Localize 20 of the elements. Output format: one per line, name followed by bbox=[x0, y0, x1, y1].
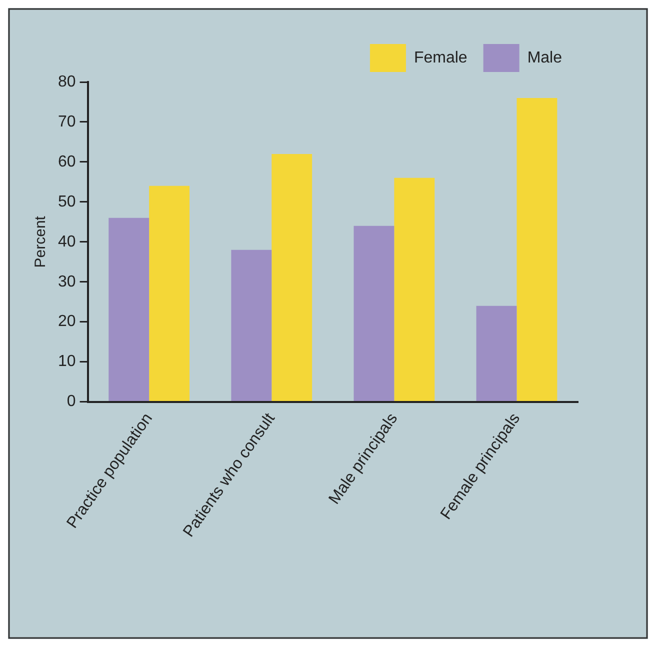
y-tick-label: 40 bbox=[58, 233, 76, 250]
y-tick-label: 10 bbox=[58, 353, 76, 370]
y-tick-label: 50 bbox=[58, 193, 76, 210]
y-tick-label: 0 bbox=[66, 393, 76, 410]
y-tick-label: 20 bbox=[58, 313, 76, 330]
y-tick-label: 80 bbox=[58, 73, 76, 90]
bar bbox=[149, 186, 190, 402]
bar bbox=[108, 218, 150, 402]
bar bbox=[272, 154, 312, 402]
bar bbox=[516, 98, 558, 402]
bar bbox=[394, 178, 435, 402]
legend-label: Female bbox=[414, 49, 468, 66]
bar bbox=[354, 226, 394, 402]
bar bbox=[476, 306, 517, 402]
y-axis-title: Percent bbox=[32, 215, 50, 268]
y-tick-label: 60 bbox=[58, 153, 76, 170]
y-tick-label: 70 bbox=[58, 113, 76, 130]
y-tick-label: 30 bbox=[58, 273, 76, 290]
bar bbox=[231, 250, 272, 402]
legend-label: Male bbox=[527, 49, 562, 66]
